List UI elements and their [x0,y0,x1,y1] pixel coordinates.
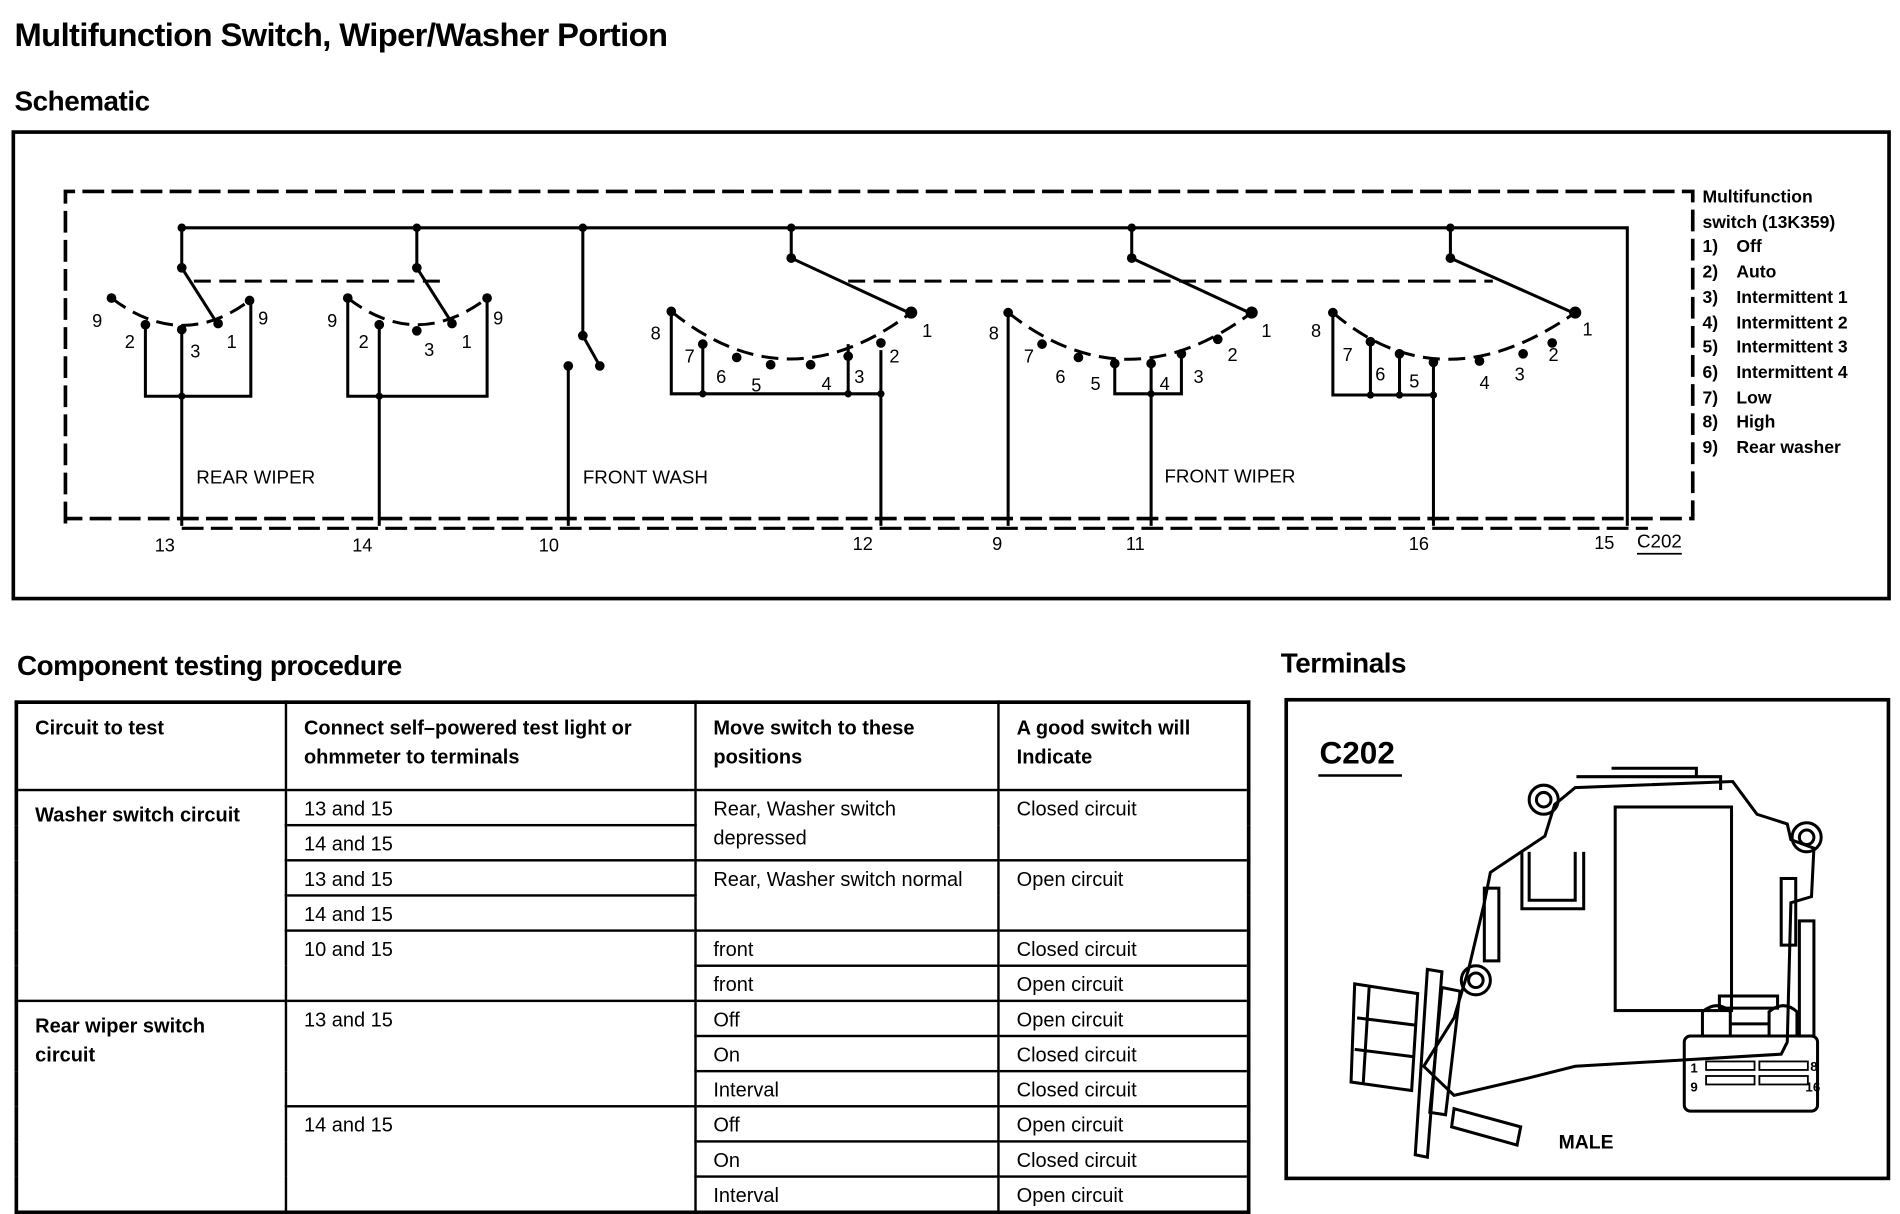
terminals-heading: Terminals [1280,647,1407,679]
table-row: 13 and 15 Rear, Washer switch normal Open … [16,859,1250,932]
svg-text:1: 1 [922,321,932,341]
table-row: 14 and 15 [16,823,1248,862]
wiring [143,226,1629,526]
svg-text:9: 9 [992,534,1002,554]
svg-text:3: 3 [1515,364,1525,384]
svg-text:6: 6 [1375,364,1385,384]
svg-text:2: 2 [1549,345,1559,365]
svg-text:14: 14 [352,535,372,555]
svg-text:1: 1 [1261,321,1271,341]
svg-text:3: 3 [1194,367,1204,387]
pin-label: 8 [1810,1059,1817,1074]
svg-text:2: 2 [359,332,369,352]
svg-text:3: 3 [854,367,864,387]
legend-item: 9) Rear washer [1702,438,1841,459]
pin-label: 1 [1690,1060,1698,1075]
table-row: Washer switch circuit 13 and 15 Rear, Wash… [15,788,1250,1003]
svg-text:15: 15 [1594,533,1614,553]
mechanical-links [110,279,1577,361]
svg-text:5: 5 [751,375,761,395]
svg-text:9: 9 [92,311,102,331]
svg-text:1: 1 [227,332,237,352]
svg-text:10: 10 [539,535,559,555]
svg-text:7: 7 [685,346,695,366]
schematic-heading: Schematic [14,84,151,117]
pin-rows [1705,1060,1809,1086]
table-row: 14 and 15 [16,894,1248,932]
switch-body-outline [1349,766,1823,1159]
testing-table: Circuit to test Connect self–powered test… [14,700,1251,1214]
svg-text:9: 9 [493,309,503,329]
front-wash-label: FRONT WASH [583,466,708,487]
legend-item: 4) Intermittent 2 [1702,313,1848,333]
svg-text:16: 16 [1409,534,1429,554]
page-title: Multifunction Switch, Wiper/Washer Porti… [14,16,668,54]
table-row: On Closed circuit [16,1034,1250,1073]
svg-text:2: 2 [125,332,135,352]
gender-label: MALE [1559,1132,1614,1154]
legend-item: 5) Intermittent 3 [1702,338,1848,358]
pin-label: 9 [1690,1080,1697,1095]
schematic-frame [11,130,1891,601]
svg-text:3: 3 [424,340,434,360]
svg-text:1: 1 [1582,320,1592,340]
legend-item: 1) Off [1702,237,1762,258]
legend-item: 3) Intermittent 1 [1702,288,1848,308]
front-wiper-label: FRONT WIPER [1164,465,1295,486]
svg-text:3: 3 [190,341,200,361]
svg-text:2: 2 [889,346,899,366]
pin-label: 16 [1805,1080,1820,1095]
legend-item: 7) Low [1702,388,1772,408]
svg-text:5: 5 [1409,372,1419,392]
svg-text:11: 11 [1126,534,1145,554]
table-row: 10 and 15 front Closed circuit [16,929,1250,1003]
legend-item: 2) Auto [1702,263,1777,283]
svg-text:8: 8 [651,323,661,343]
table-row: 14 and 15 Off Open circuit [16,1105,1250,1214]
contact-labels: 9 2 3 1 9 9 2 3 1 9 8 7 6 5 4 3 2 1 8 7 6 5 4 3 2 1 8 7 6 5 4 3 2 1 [92,309,1593,396]
svg-text:4: 4 [1479,373,1489,393]
legend-item: 8) High [1702,413,1776,433]
connector-id: C202 [1320,734,1395,770]
terminals-view: C202 [1284,697,1891,1181]
svg-text:9: 9 [258,309,268,329]
connector-label: C202 [1637,531,1682,552]
svg-text:13: 13 [155,535,175,555]
svg-text:5: 5 [1091,374,1101,394]
contact-dots [106,223,1582,400]
svg-text:8: 8 [1311,321,1321,341]
svg-text:4: 4 [822,374,832,394]
svg-text:8: 8 [989,323,999,343]
connector-drawing: C202 [1318,734,1823,1159]
terminal-numbers: 13 14 10 12 9 11 16 15 [155,533,1615,555]
procedure-heading: Component testing procedure [16,649,402,681]
table-row: Interval Closed circuit [16,1069,1250,1108]
svg-text:2: 2 [1227,345,1237,365]
svg-text:12: 12 [853,534,873,554]
svg-text:7: 7 [1024,346,1034,366]
svg-text:6: 6 [1055,367,1065,387]
table-row: front Open circuit [16,964,1250,1003]
svg-text:7: 7 [1343,345,1353,365]
legend-item: 6) Intermittent 4 [1702,363,1848,383]
table-row: On Closed circuit [16,1140,1250,1178]
svg-text:6: 6 [716,367,726,387]
table-header: Circuit to test Connect self–powered test… [15,700,1250,792]
rear-wiper-label: REAR WIPER [196,466,315,487]
svg-text:1: 1 [462,332,472,352]
switch-legend: Multifunction switch (13K359) 1) Off 2) Au… [1702,185,1847,461]
svg-text:4: 4 [1160,374,1170,394]
svg-text:9: 9 [327,311,337,331]
table-row: Rear wiper switch circuit 13 and 15 Off Ope… [15,999,1250,1214]
